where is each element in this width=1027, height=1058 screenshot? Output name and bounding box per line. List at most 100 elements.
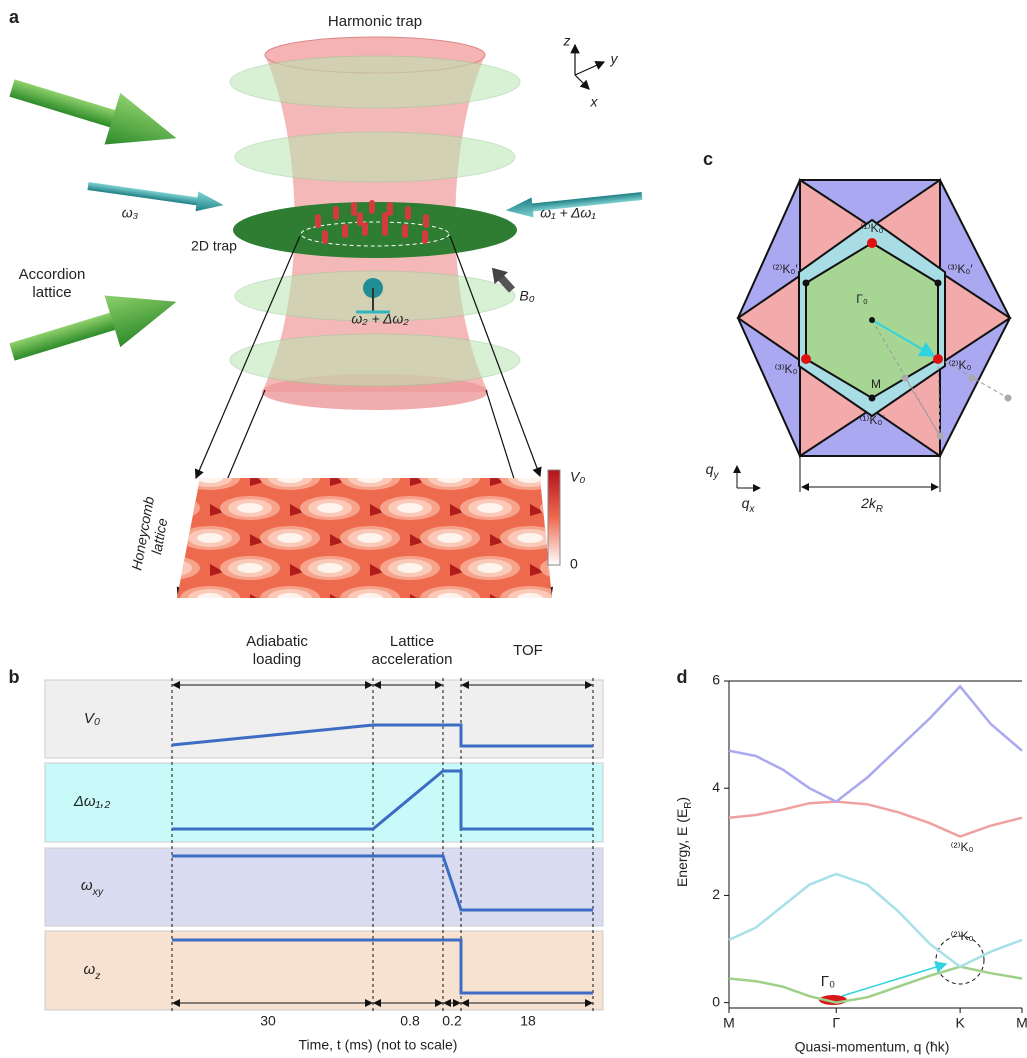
y-tick-label: 0 <box>712 993 720 1009</box>
atom <box>402 224 408 238</box>
page: Figure {"panel_a": {"label": "a", "title… <box>0 0 1027 1058</box>
label: 0 <box>570 556 578 572</box>
text-part: z <box>94 970 101 982</box>
x-tick-label: M <box>723 1015 735 1031</box>
label: 0.2 <box>442 1013 462 1029</box>
potential-maximum <box>170 534 184 546</box>
text-part: R <box>683 802 694 809</box>
atom <box>423 214 429 228</box>
x-tick-label: M <box>1016 1015 1027 1031</box>
band-line <box>729 967 1022 1003</box>
potential-maximum <box>170 474 184 486</box>
text-part: Energy, E (E <box>674 809 690 887</box>
potential-minimum <box>157 503 183 513</box>
kick-arrow <box>842 964 946 996</box>
label: c <box>703 149 713 169</box>
potential-maximum <box>570 594 584 606</box>
potential-minimum <box>620 496 680 520</box>
label: V₀ <box>84 710 100 727</box>
potential-minimum <box>357 473 383 483</box>
label: d <box>677 667 688 687</box>
potential-maximum <box>610 504 624 516</box>
potential-minimum <box>437 533 463 543</box>
potential-minimum <box>597 593 623 603</box>
potential-maximum <box>650 594 664 606</box>
potential-minimum <box>100 586 160 610</box>
atom <box>362 222 368 236</box>
label: ω₃ <box>122 205 139 221</box>
disc <box>230 56 520 108</box>
potential-minimum <box>277 533 303 543</box>
potential-minimum <box>197 533 223 543</box>
potential-minimum <box>637 503 663 513</box>
atom <box>369 200 375 214</box>
label: z <box>563 33 571 49</box>
label: Γ₀ <box>856 292 868 306</box>
text-part: 2k <box>860 495 877 511</box>
annotation: ⁽²⁾K₀ <box>951 929 974 943</box>
potential-minimum <box>588 469 632 487</box>
label: ⁽³⁾K₀ <box>775 362 798 376</box>
potential-minimum <box>517 533 543 543</box>
potential-minimum <box>197 473 223 483</box>
atom <box>333 206 339 220</box>
crossing-circle <box>936 936 984 984</box>
potential-minimum <box>477 563 503 573</box>
label: ⁽³⁾K₀′ <box>947 262 973 276</box>
label: Honeycomblattice <box>128 495 173 574</box>
potential-minimum <box>437 473 463 483</box>
text-part: Lattice <box>390 633 434 650</box>
y-tick-label: 4 <box>712 779 720 795</box>
label: Δω₁,₂ <box>73 793 111 810</box>
potential-minimum <box>637 563 663 573</box>
text-part: acceleration <box>372 651 453 668</box>
text-part: ω <box>81 877 93 894</box>
label: 30 <box>260 1013 276 1029</box>
atom <box>357 212 363 226</box>
text-part: R <box>876 504 883 515</box>
atom <box>422 230 428 244</box>
potential-maximum <box>610 564 624 576</box>
label: qy <box>706 461 720 481</box>
potential-maximum <box>570 534 584 546</box>
text-part: loading <box>253 651 301 668</box>
label: ⁽²⁾K₀′ <box>772 262 798 276</box>
atom <box>342 224 348 238</box>
x-tick-label: K <box>955 1015 965 1031</box>
potential-minimum <box>597 473 623 483</box>
potential-maximum <box>690 504 704 516</box>
label: 0.8 <box>400 1013 420 1029</box>
potential-minimum <box>357 593 383 603</box>
band-line <box>729 874 1022 967</box>
label: b <box>9 667 20 687</box>
text-part: lattice <box>32 284 71 301</box>
label: qx <box>742 495 756 515</box>
label: ⁽¹⁾K₀ <box>861 221 884 235</box>
label: M <box>871 377 881 391</box>
atom <box>405 206 411 220</box>
potential-minimum <box>628 499 672 517</box>
label: ⁽¹⁾K₀′ <box>859 413 885 427</box>
raman-beam <box>87 176 225 215</box>
potential-minimum <box>277 473 303 483</box>
potential-maximum <box>690 564 704 576</box>
atom <box>351 202 357 216</box>
potential-minimum <box>148 559 192 577</box>
text-part: Accordion <box>19 266 86 283</box>
potential-minimum <box>277 593 303 603</box>
potential-minimum <box>237 563 263 573</box>
row-bg <box>45 931 603 1010</box>
potential-minimum <box>477 503 503 513</box>
potential-minimum <box>580 586 640 610</box>
text-part: q <box>742 495 750 511</box>
potential-minimum <box>237 503 263 513</box>
potential-minimum <box>557 503 583 513</box>
label: 18 <box>520 1013 536 1029</box>
label: ω₂ + Δω₂ <box>351 311 409 327</box>
band-line <box>729 686 1022 801</box>
band-line <box>729 802 1022 837</box>
disc <box>235 132 515 182</box>
annotation: ⁽²⁾K₀ <box>951 840 974 854</box>
text-part: x <box>748 504 755 515</box>
potential-minimum <box>108 589 152 607</box>
